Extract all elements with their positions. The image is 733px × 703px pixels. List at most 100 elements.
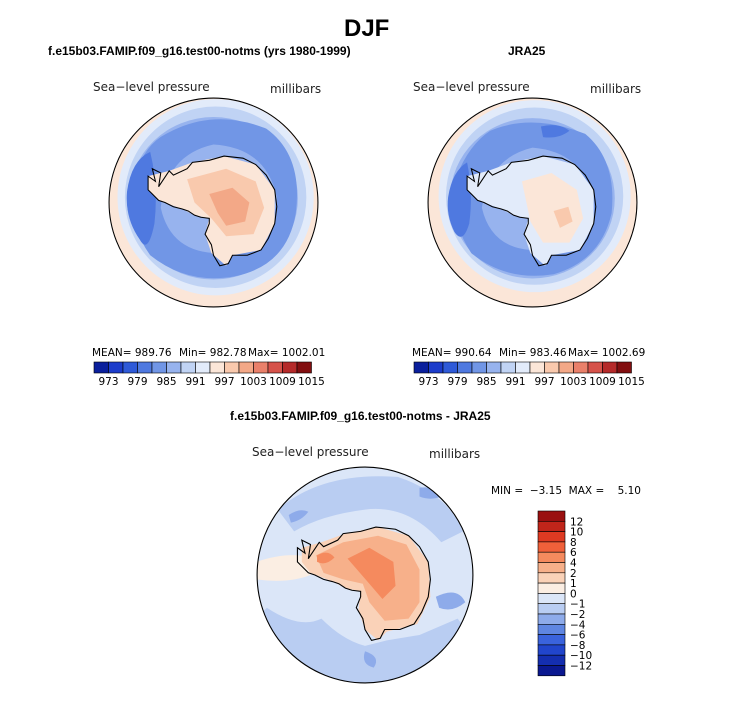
colorbar-swatch [537, 593, 566, 605]
colorbar-tick-label: −4 [570, 619, 586, 631]
colorbar-swatch [515, 361, 531, 374]
colorbar-tick-label: 973 [418, 376, 438, 388]
figure-title: DJF [344, 15, 390, 42]
panel-3-title: f.e15b03.FAMIP.f09_g16.test00-notms - JR… [230, 409, 491, 423]
colorbar-swatch [428, 361, 444, 374]
panel-3-map [256, 466, 474, 684]
map-border [427, 97, 638, 308]
colorbar-swatch [529, 361, 545, 374]
colorbar-swatch [224, 361, 240, 374]
colorbar-swatch [537, 624, 566, 635]
colorbar-swatch [267, 361, 283, 374]
colorbar-swatch [537, 613, 566, 625]
colorbar-swatch [537, 562, 566, 574]
panel-2-max: Max= 1002.69 [568, 347, 646, 359]
neg-band-north [277, 476, 464, 543]
pos-4b [317, 552, 335, 564]
plateau-997 [521, 172, 584, 243]
neg-patch-3 [435, 592, 466, 610]
coastline [147, 155, 278, 267]
colorbar-swatch [253, 361, 269, 374]
colorbar-swatch [108, 361, 124, 374]
colorbar-tick-label: 985 [476, 376, 496, 388]
panel-3-min-max: MIN = −3.15 MAX = 5.10 [491, 485, 641, 497]
pos-4 [347, 547, 396, 599]
colorbar-tick-label: 1003 [560, 376, 587, 388]
deep-low-west [447, 162, 471, 237]
colorbar-tick-label: 2 [570, 568, 577, 580]
map-border [256, 466, 474, 684]
panel-2-mean: MEAN= 990.64 [412, 347, 492, 359]
colorbar-tick-label: 1009 [269, 376, 296, 388]
colorbar-swatch [537, 521, 566, 532]
neg-band-south [257, 607, 473, 683]
colorbar-swatch [616, 361, 632, 374]
colorbar-tick-label: 10 [570, 527, 583, 539]
colorbar-tick-label: 8 [570, 537, 577, 549]
colorbar-swatch [195, 361, 211, 374]
panel-3-variable-label: Sea−level pressure [252, 445, 369, 459]
colorbar-swatch [537, 541, 566, 553]
panel-2-units-label: millibars [590, 82, 642, 96]
colorbar-tick-label: −2 [570, 609, 585, 621]
colorbar-tick-label: −1 [570, 599, 585, 611]
coastline [296, 526, 431, 642]
colorbar-swatch [537, 551, 566, 563]
colorbar-swatch [537, 634, 566, 646]
colorbar-swatch [442, 361, 458, 374]
neg-patch-2 [419, 487, 442, 499]
colorbar-tick-label: 1 [570, 578, 577, 590]
colorbar-tick-label: 4 [570, 558, 577, 570]
colorbar-swatch [151, 361, 167, 374]
colorbar-swatch [537, 603, 566, 615]
colorbar-tick-label: 997 [534, 376, 554, 388]
panel-1-colorbar: 973 979 985 991 997 1003 1009 1015 [93, 361, 325, 388]
low-band [454, 122, 613, 276]
colorbar-swatch [486, 361, 502, 374]
colorbar-tick-label: 1015 [298, 376, 325, 388]
colorbar-tick-label: 1009 [589, 376, 616, 388]
colorbar-tick-label: −8 [570, 640, 585, 652]
panel-1-variable-label: Sea−level pressure [93, 80, 210, 94]
colorbar-tick-label: −10 [570, 650, 592, 662]
colorbar-swatch [500, 361, 516, 374]
map-border [108, 97, 319, 308]
colorbar-swatch [166, 361, 182, 374]
panel-2-variable-label: Sea−level pressure [413, 80, 530, 94]
colorbar-tick-label: 997 [214, 376, 234, 388]
colorbar-swatch [238, 361, 254, 374]
deep-low-north [540, 125, 570, 138]
colorbar-tick-label: 973 [98, 376, 118, 388]
colorbar-swatch [544, 361, 560, 374]
colorbar-swatch [209, 361, 225, 374]
colorbar-tick-label: 985 [156, 376, 176, 388]
neg-patch-4 [363, 651, 377, 668]
colorbar-swatch [282, 361, 298, 374]
colorbar-swatch [180, 361, 196, 374]
panel-2-colorbar: 973 979 985 991 997 1003 1009 1015 [413, 361, 645, 388]
neg-patch-1 [288, 510, 309, 523]
colorbar-tick-label: −6 [570, 630, 586, 642]
colorbar-tick-label: −12 [570, 661, 592, 673]
coastline [466, 155, 597, 267]
panel-1-units-label: millibars [270, 82, 322, 96]
deep-low-west [126, 151, 156, 245]
colorbar-swatch [537, 531, 566, 543]
panel-2-title: JRA25 [508, 44, 546, 58]
plateau-1003 [209, 187, 250, 226]
colorbar-tick-label: 979 [447, 376, 467, 388]
colorbar-tick-label: 12 [570, 516, 583, 528]
panel-1-mean: MEAN= 989.76 [92, 347, 172, 359]
panel-2-min: Min= 983.46 [499, 347, 567, 359]
colorbar-tick-label: 991 [185, 376, 205, 388]
colorbar-swatch [537, 654, 566, 666]
colorbar-swatch [537, 582, 566, 594]
colorbar-swatch [296, 361, 312, 374]
colorbar-swatch [573, 361, 589, 374]
colorbar-swatch [602, 361, 618, 374]
panel-1-min: Min= 982.78 [179, 347, 247, 359]
colorbar-tick-label: 979 [127, 376, 147, 388]
colorbar-tick-label: 6 [570, 547, 577, 559]
colorbar-swatch [93, 361, 109, 374]
colorbar-swatch [537, 644, 566, 656]
